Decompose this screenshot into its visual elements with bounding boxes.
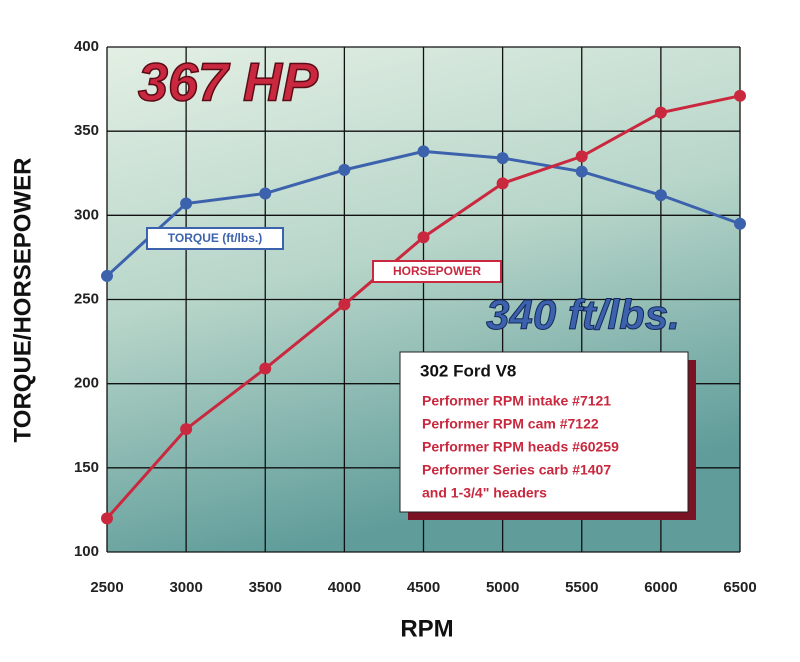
x-tick-label: 6000	[644, 579, 677, 596]
point	[734, 89, 746, 102]
point	[259, 362, 272, 375]
point	[654, 189, 667, 202]
spec-line: and 1-3/4" headers	[422, 485, 547, 501]
point	[259, 187, 272, 200]
y-tick-label: 350	[74, 122, 99, 139]
point	[180, 197, 193, 210]
x-tick-label: 6500	[723, 579, 756, 596]
y-tick-label: 400	[74, 38, 99, 55]
point	[654, 106, 667, 119]
spec-title: 302 Ford V8	[420, 361, 516, 380]
y-tick-label: 150	[74, 459, 99, 476]
x-tick-label: 4500	[407, 579, 440, 596]
x-tick-label: 5500	[565, 579, 598, 596]
series-label-box	[146, 227, 284, 250]
headline-torque: 340 ft/lbs.	[486, 291, 680, 338]
spec-line: Performer Series carb #1407	[422, 462, 611, 478]
y-tick-label: 100	[74, 543, 99, 560]
series-label-box	[372, 260, 502, 283]
point	[575, 165, 588, 178]
point	[417, 145, 430, 158]
x-tick-label: 5000	[486, 579, 519, 596]
x-axis-label: RPM	[400, 615, 453, 642]
point	[417, 231, 430, 244]
x-tick-label: 3000	[169, 579, 202, 596]
headline-hp: 367 HP	[138, 52, 319, 112]
spec-line: Performer RPM intake #7121	[422, 393, 611, 409]
spec-line: Performer RPM heads #60259	[422, 439, 619, 455]
y-axis-label: TORQUE/HORSEPOWER	[9, 158, 36, 443]
x-tick-label: 2500	[90, 579, 123, 596]
y-tick-label: 300	[74, 206, 99, 223]
point	[180, 423, 193, 436]
point	[496, 152, 509, 165]
spec-box	[399, 351, 689, 513]
spec-line: Performer RPM cam #7122	[422, 416, 599, 432]
point	[101, 269, 113, 282]
y-tick-label: 200	[74, 375, 99, 392]
point	[338, 163, 351, 176]
point	[338, 298, 351, 311]
point	[101, 512, 113, 525]
point	[496, 177, 509, 190]
series-label: HORSEPOWER	[393, 264, 481, 278]
point	[575, 150, 588, 163]
y-tick-label: 250	[74, 290, 99, 307]
point	[734, 217, 746, 230]
x-tick-label: 4000	[328, 579, 361, 596]
series-label: TORQUE (ft/lbs.)	[168, 231, 262, 245]
x-tick-label: 3500	[249, 579, 282, 596]
